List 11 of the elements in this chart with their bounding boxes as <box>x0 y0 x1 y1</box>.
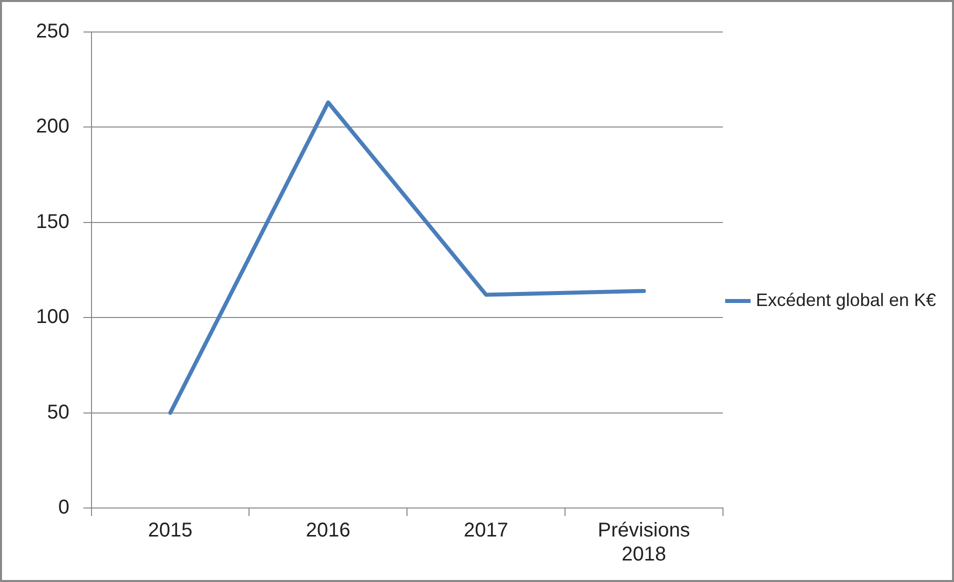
x-tick-label: Prévisions 2018 <box>598 520 690 566</box>
y-tick-label: 150 <box>36 210 70 233</box>
x-tick-label: 2016 <box>306 520 350 542</box>
y-tick-label: 200 <box>36 116 70 138</box>
y-tick-label: 250 <box>36 20 70 43</box>
y-tick-label: 50 <box>47 401 70 424</box>
x-tick-label: 2017 <box>464 520 508 542</box>
x-tick-label: 2015 <box>148 520 193 542</box>
y-tick-label: 100 <box>36 306 70 328</box>
legend-label: Excédent global en K€ <box>756 290 936 310</box>
y-tick-label: 0 <box>58 496 70 519</box>
